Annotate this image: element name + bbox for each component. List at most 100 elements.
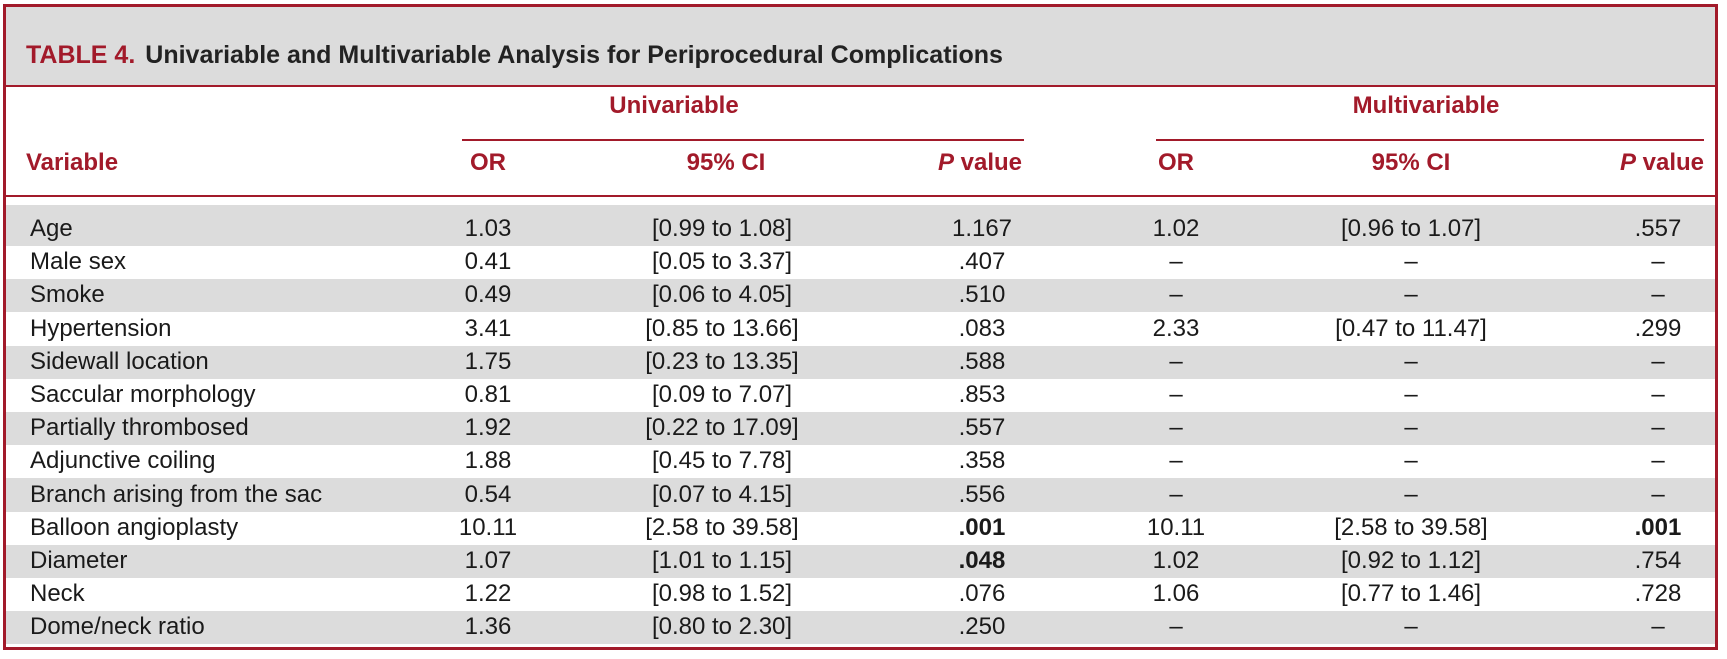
cell-u-p: .250 <box>958 613 1006 641</box>
cell-u-p: .557 <box>958 414 1006 442</box>
col-header-univ-p: P value <box>938 149 1022 177</box>
cell-m-ci: – <box>1404 414 1418 442</box>
cell-m-ci: – <box>1404 447 1418 475</box>
table-row: Saccular morphology 0.81 [0.09 to 7.07] .85… <box>6 379 1715 412</box>
cell-u-p: .510 <box>958 281 1006 309</box>
cell-u-or: 1.03 <box>464 215 512 242</box>
table-row: Diameter 1.07 [1.01 to 1.15] .048 1.02 [0.92 … <box>6 544 1715 578</box>
cell-m-p: .754 <box>1634 546 1682 574</box>
col-header-variable: Variable <box>26 149 119 176</box>
cell-u-ci: [0.22 to 17.09] <box>645 414 799 442</box>
table-title-bar: TABLE 4. Univariable and Multivariable An… <box>6 7 1715 87</box>
table-row: Hypertension 3.41 [0.85 to 13.66] .083 2.33 [… <box>6 312 1715 345</box>
cell-m-or: – <box>1169 347 1183 375</box>
cell-variable: Branch arising from the sac <box>30 480 323 508</box>
cell-u-ci: [0.05 to 3.37] <box>651 248 793 276</box>
cell-m-or: 2.33 <box>1152 314 1200 342</box>
cell-m-ci: [0.96 to 1.07] <box>1340 215 1482 242</box>
cell-u-ci: [0.85 to 13.66] <box>645 314 799 342</box>
table-row: Age 1.03 [0.99 to 1.08] 1.167 1.02 [0.96 to 1… <box>6 205 1715 246</box>
cell-m-or: – <box>1169 480 1183 508</box>
cell-m-or: – <box>1169 248 1183 276</box>
table-body: Age 1.03 [0.99 to 1.08] 1.167 1.02 [0.96 to 1… <box>6 205 1715 645</box>
cell-variable: Age <box>30 215 73 242</box>
cell-u-ci: [0.06 to 4.05] <box>651 281 793 309</box>
cell-variable: Male sex <box>30 248 127 276</box>
cell-m-ci: – <box>1404 613 1418 641</box>
cell-m-ci: – <box>1404 281 1418 309</box>
cell-m-or: – <box>1169 380 1183 408</box>
cell-m-p: – <box>1651 613 1665 641</box>
table-row: Male sex 0.41 [0.05 to 3.37] .407 – – – <box>6 246 1715 279</box>
cell-u-ci: [2.58 to 39.58] <box>645 513 799 541</box>
cell-m-p: – <box>1651 248 1665 276</box>
cell-u-p: .358 <box>958 447 1006 475</box>
cell-u-p: .048 <box>958 546 1006 574</box>
cell-u-p: .556 <box>958 480 1006 508</box>
cell-u-or: 1.92 <box>464 414 512 442</box>
col-header-multi-or: OR <box>1158 149 1194 176</box>
group-header-univariable: Univariable <box>609 92 739 119</box>
col-header-multi-ci: 95% CI <box>1371 149 1451 176</box>
cell-u-or: 0.41 <box>464 248 512 276</box>
table-frame: TABLE 4. Univariable and Multivariable An… <box>3 4 1718 650</box>
cell-u-or: 0.81 <box>464 380 512 408</box>
cell-u-or: 10.11 <box>458 513 518 541</box>
cell-m-p: .299 <box>1634 314 1682 342</box>
cell-variable: Adjunctive coiling <box>30 447 216 475</box>
cell-m-p: – <box>1651 480 1665 508</box>
table-title: TABLE 4. Univariable and Multivariable An… <box>26 41 1003 70</box>
cell-m-ci: – <box>1404 347 1418 375</box>
cell-m-or: – <box>1169 414 1183 442</box>
cell-u-p: 1.167 <box>951 215 1013 242</box>
header-rule <box>6 195 1715 197</box>
cell-variable: Dome/neck ratio <box>30 613 205 641</box>
table-row: Adjunctive coiling 1.88 [0.45 to 7.78] .358… <box>6 445 1715 478</box>
cell-variable: Saccular morphology <box>30 380 256 408</box>
table-row: Smoke 0.49 [0.06 to 4.05] .510 – – – <box>6 279 1715 313</box>
table-number: TABLE 4. <box>26 41 136 69</box>
cell-u-p: .588 <box>958 347 1006 375</box>
cell-variable: Hypertension <box>30 314 172 342</box>
cell-m-or: – <box>1169 281 1183 309</box>
cell-m-ci: [0.92 to 1.12] <box>1340 546 1482 574</box>
cell-u-p: .083 <box>958 314 1006 342</box>
col-header-multi-p: P value <box>1620 149 1704 177</box>
cell-m-or: 1.06 <box>1152 580 1200 608</box>
table-row: Dome/neck ratio 1.36 [0.80 to 2.30] .250 – – – <box>6 611 1715 645</box>
cell-u-ci: [0.45 to 7.78] <box>651 447 793 475</box>
cell-m-or: 10.11 <box>1146 513 1206 541</box>
cell-u-p: .853 <box>958 380 1006 408</box>
cell-variable: Smoke <box>30 281 105 309</box>
cell-m-or: 1.02 <box>1152 546 1200 574</box>
cell-m-ci: [0.77 to 1.46] <box>1340 580 1482 608</box>
table-row: Branch arising from the sac 0.54 [0.07 to … <box>6 478 1715 512</box>
table-row: Sidewall location 1.75 [0.23 to 13.35] .588… <box>6 345 1715 379</box>
cell-m-p: – <box>1651 447 1665 475</box>
cell-m-or: 1.02 <box>1152 215 1200 242</box>
univariable-underline <box>462 139 1024 141</box>
cell-u-ci: [0.07 to 4.15] <box>651 480 793 508</box>
cell-variable: Balloon angioplasty <box>30 513 239 541</box>
p-rest: value <box>1635 149 1704 176</box>
cell-u-or: 1.88 <box>464 447 512 475</box>
col-header-univ-ci: 95% CI <box>686 149 766 176</box>
cell-m-ci: – <box>1404 480 1418 508</box>
cell-m-p: – <box>1651 281 1665 309</box>
cell-u-ci: [0.99 to 1.08] <box>651 215 793 242</box>
p-rest: value <box>953 149 1022 176</box>
cell-u-or: 1.75 <box>464 347 512 375</box>
cell-u-p: .076 <box>958 580 1006 608</box>
cell-u-ci: [0.98 to 1.52] <box>651 580 793 608</box>
table-row: Neck 1.22 [0.98 to 1.52] .076 1.06 [0.77 to 1… <box>6 578 1715 611</box>
col-header-univ-or: OR <box>470 149 506 176</box>
cell-u-p: .407 <box>958 248 1006 276</box>
p-italic: P <box>937 149 954 176</box>
table-row: Balloon angioplasty 10.11 [2.58 to 39.58].… <box>6 512 1715 545</box>
cell-m-or: – <box>1169 613 1183 641</box>
cell-m-p: – <box>1651 347 1665 375</box>
cell-u-ci: [0.23 to 13.35] <box>645 347 799 375</box>
cell-m-ci: – <box>1404 248 1418 276</box>
cell-u-or: 1.07 <box>464 546 512 574</box>
cell-m-p: – <box>1651 414 1665 442</box>
